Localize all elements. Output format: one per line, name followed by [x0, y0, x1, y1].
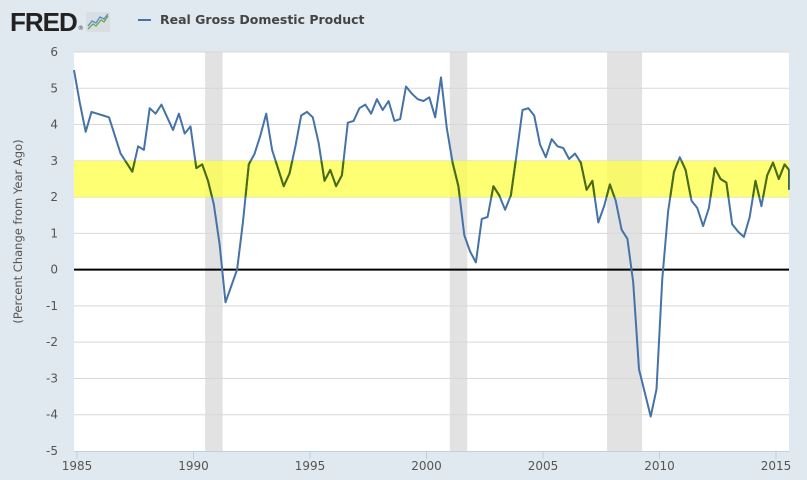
y-tick-label: 1 [50, 226, 58, 240]
series-real-gdp [73, 69, 790, 418]
y-axis: 6 5 4 3 2 1 0 -1 -2 -3 -4 -5 [46, 45, 58, 458]
y-tick-label: 2 [50, 190, 58, 204]
legend-label: Real Gross Domestic Product [160, 12, 365, 27]
y-tick-label: 0 [50, 263, 58, 277]
highlight-band [74, 160, 789, 198]
fred-logo[interactable]: FRED ® [10, 9, 110, 35]
legend[interactable]: Real Gross Domestic Product [138, 12, 365, 27]
x-axis: 1985 1990 1995 2000 2005 2010 2015 [62, 451, 792, 473]
x-tick-label: 1985 [62, 459, 93, 473]
registered-mark: ® [77, 25, 84, 32]
y-tick-label: -5 [46, 444, 58, 458]
x-tick-label: 1995 [295, 459, 326, 473]
y-tick-label: -2 [46, 335, 58, 349]
x-tick-label: 2000 [411, 459, 442, 473]
recession-bar [205, 52, 223, 451]
y-tick-label: 6 [50, 45, 58, 59]
recession-shading [205, 52, 643, 451]
y-tick-label: 3 [50, 154, 58, 168]
x-tick-label: 1990 [178, 459, 209, 473]
x-tick-label: 2005 [528, 459, 559, 473]
chart-header: FRED ® Real Gross Domestic Product [0, 0, 807, 42]
x-tick-label: 2015 [761, 459, 792, 473]
plot-area [74, 52, 789, 451]
y-axis-title: (Percent Change from Year Ago) [11, 139, 25, 323]
x-tick-label: 2010 [644, 459, 675, 473]
recession-bar [449, 52, 468, 451]
y-tick-label: 5 [50, 81, 58, 95]
recession-bar [607, 52, 643, 451]
line-graph-icon [85, 12, 110, 32]
logo-text: FRED [10, 7, 78, 37]
y-tick-label: -4 [46, 408, 58, 422]
legend-swatch [138, 18, 151, 21]
y-tick-label: -1 [46, 299, 58, 313]
y-tick-label: -3 [46, 371, 58, 385]
series-line-in-band [124, 160, 789, 198]
y-tick-label: 4 [50, 118, 58, 132]
